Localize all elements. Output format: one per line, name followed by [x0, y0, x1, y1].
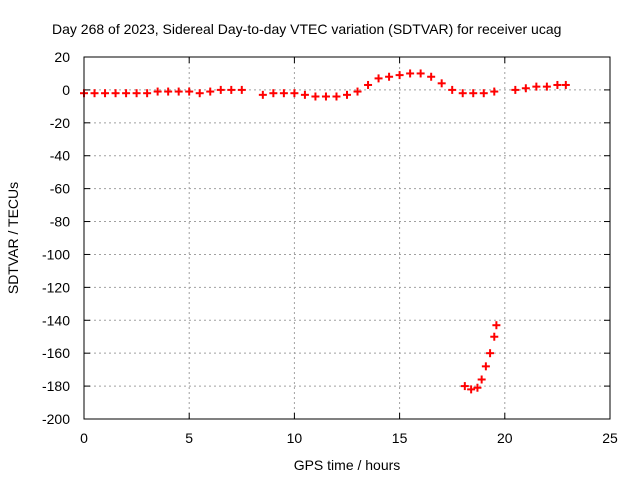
- data-point: [490, 332, 499, 341]
- y-tick-label: -180: [42, 378, 70, 394]
- data-point: [174, 87, 183, 96]
- data-point: [90, 89, 99, 98]
- x-tick-label: 15: [392, 430, 408, 446]
- data-point: [477, 375, 486, 384]
- data-point: [269, 89, 278, 98]
- data-point: [300, 90, 309, 99]
- y-tick-label: 20: [54, 49, 70, 65]
- data-point: [153, 87, 162, 96]
- grid-lines: [83, 56, 611, 420]
- plot-frame: [83, 56, 611, 420]
- y-tick-label: -40: [50, 148, 70, 164]
- data-point: [343, 90, 351, 99]
- data-point: [479, 89, 488, 98]
- y-tick-label: -200: [42, 411, 70, 427]
- x-axis-label: GPS time / hours: [294, 457, 401, 473]
- data-point: [332, 92, 341, 101]
- data-point: [448, 85, 457, 94]
- data-point: [553, 80, 562, 89]
- data-point: [143, 89, 152, 98]
- data-point: [101, 89, 110, 98]
- data-point: [374, 74, 383, 83]
- y-axis-label: SDTVAR / TECUs: [5, 182, 21, 294]
- data-point: [521, 84, 530, 93]
- data-point: [416, 69, 425, 78]
- y-tick-label: -20: [50, 115, 70, 131]
- data-point: [532, 82, 541, 91]
- data-points: [80, 69, 570, 394]
- data-point: [486, 349, 495, 358]
- data-point: [122, 89, 131, 98]
- data-point: [132, 89, 141, 98]
- data-point: [185, 87, 194, 96]
- data-point: [237, 85, 246, 94]
- data-point: [427, 72, 436, 81]
- data-point: [511, 85, 520, 94]
- chart-title: Day 268 of 2023, Sidereal Day-to-day VTE…: [52, 21, 561, 37]
- data-point: [460, 382, 469, 391]
- data-point: [227, 85, 236, 94]
- x-tick-label: 20: [497, 430, 513, 446]
- data-point: [458, 89, 467, 98]
- data-point: [290, 89, 299, 98]
- x-tick-label: 5: [185, 430, 193, 446]
- data-point: [353, 87, 362, 96]
- data-point: [492, 321, 501, 330]
- data-point: [385, 72, 394, 81]
- data-point: [311, 92, 320, 101]
- y-tick-label: -60: [50, 181, 70, 197]
- data-point: [216, 85, 225, 94]
- data-point: [561, 80, 570, 89]
- y-tick-label: -100: [42, 246, 70, 262]
- data-point: [469, 89, 478, 98]
- data-point: [437, 79, 446, 88]
- data-point: [364, 80, 373, 89]
- data-point: [395, 71, 404, 80]
- y-tick-label: -140: [42, 312, 70, 328]
- data-point: [258, 90, 267, 99]
- y-tick-label: -80: [50, 214, 70, 230]
- data-point: [164, 87, 173, 96]
- data-point: [473, 383, 482, 392]
- data-point: [206, 87, 215, 96]
- y-tick-label: -120: [42, 279, 70, 295]
- y-tick-label: 0: [62, 82, 70, 98]
- data-point: [195, 89, 204, 98]
- x-tick-label: 25: [602, 430, 618, 446]
- x-tick-label: 10: [287, 430, 303, 446]
- data-point: [279, 89, 288, 98]
- data-point: [481, 362, 490, 371]
- x-tick-label: 0: [80, 430, 88, 446]
- data-point: [467, 385, 476, 394]
- data-point: [111, 89, 120, 98]
- data-point: [542, 82, 551, 91]
- y-tick-label: -160: [42, 345, 70, 361]
- data-point: [406, 69, 415, 78]
- data-point: [321, 92, 330, 101]
- data-point: [490, 87, 499, 96]
